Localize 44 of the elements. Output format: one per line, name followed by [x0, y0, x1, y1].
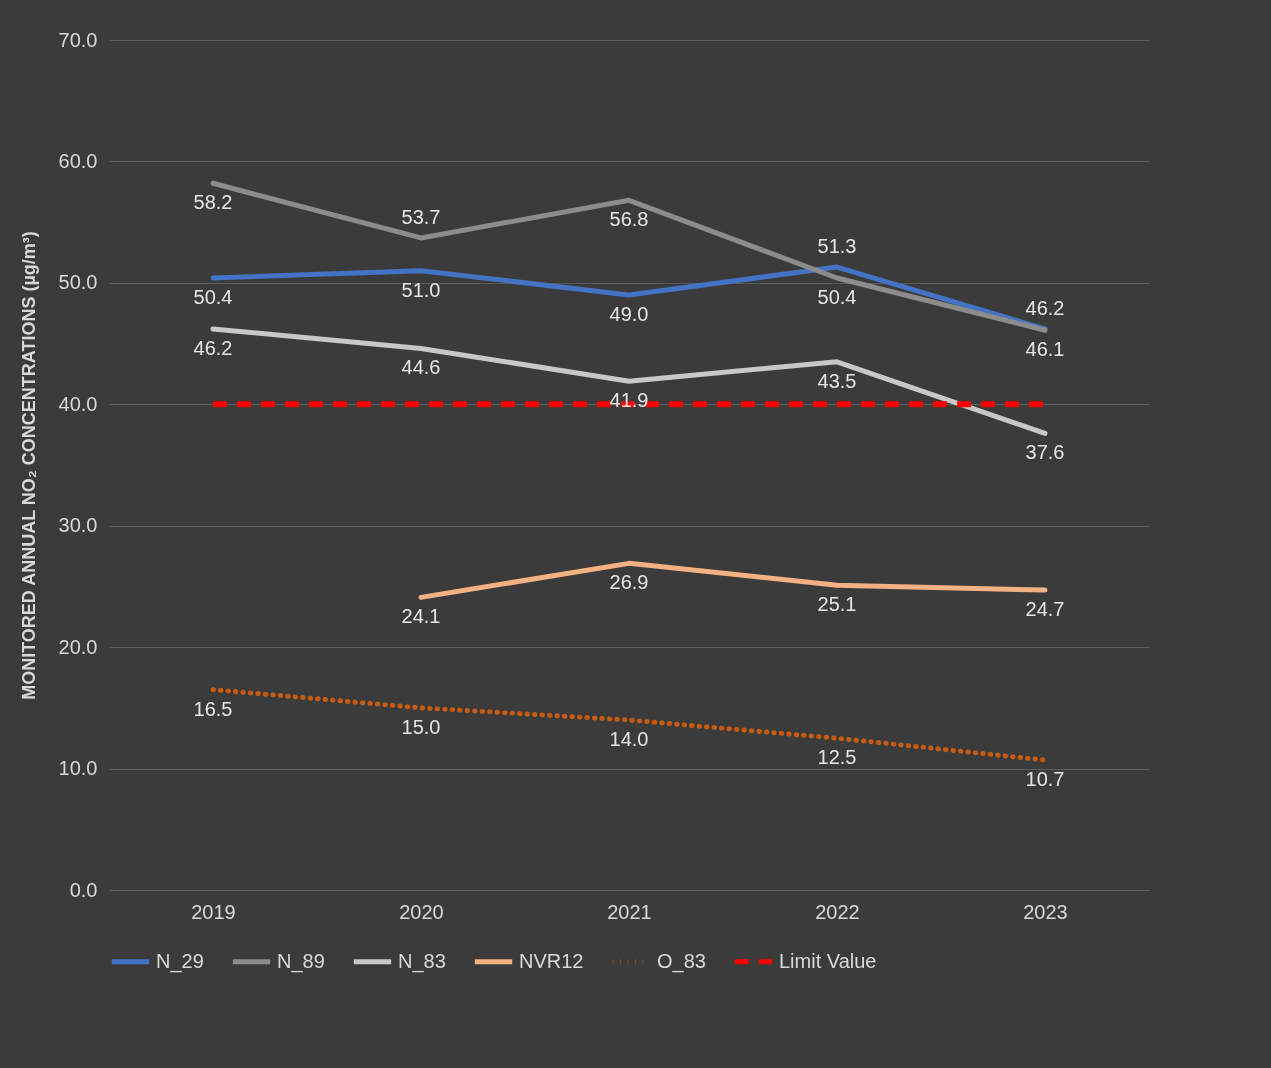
- data-label: 41.9: [609, 389, 649, 412]
- data-label: 46.2: [1025, 297, 1065, 319]
- data-label: 46.1: [1025, 338, 1065, 361]
- y-tick-label: 70.0: [58, 28, 98, 51]
- data-label: 10.7: [1025, 768, 1065, 791]
- y-tick-label: 20.0: [58, 635, 98, 658]
- data-label: 53.7: [401, 205, 441, 228]
- x-tick-label: 2021: [607, 900, 652, 923]
- legend-label: Limit Value: [779, 949, 877, 972]
- data-label: 58.2: [193, 191, 233, 214]
- data-label: 37.6: [1025, 441, 1065, 464]
- data-label: 12.5: [817, 746, 857, 769]
- data-label: 51.0: [401, 278, 441, 301]
- data-label: 56.8: [609, 208, 649, 231]
- data-label: 24.7: [1025, 598, 1065, 621]
- legend-label: N_83: [398, 949, 446, 973]
- legend-label: N_29: [156, 949, 204, 973]
- y-axis-title: MONITORED ANNUAL NO₂ CONCENTRATIONS (µg/m³): [18, 231, 39, 700]
- y-tick-label: 0.0: [69, 878, 98, 901]
- x-tick-label: 2020: [399, 900, 444, 923]
- data-label: 15.0: [401, 715, 441, 738]
- y-tick-label: 30.0: [58, 514, 98, 537]
- data-label: 24.1: [401, 605, 441, 628]
- data-label: 25.1: [817, 593, 857, 616]
- legend-label: NVR12: [519, 949, 584, 972]
- data-label: 49.0: [609, 303, 649, 325]
- data-label: 50.4: [817, 286, 857, 308]
- data-label: 46.2: [193, 337, 233, 359]
- data-label: 43.5: [817, 369, 857, 392]
- data-label: 51.3: [817, 235, 857, 258]
- y-tick-label: 40.0: [58, 392, 98, 415]
- data-label: 44.6: [401, 356, 441, 379]
- y-tick-label: 50.0: [58, 271, 98, 294]
- data-label: 26.9: [609, 571, 649, 594]
- y-tick-label: 60.0: [58, 149, 98, 172]
- legend-label: O_83: [657, 949, 706, 973]
- data-label: 16.5: [193, 697, 233, 720]
- legend-label: N_89: [277, 949, 325, 973]
- x-tick-label: 2023: [1023, 900, 1068, 923]
- data-label: 14.0: [609, 728, 649, 750]
- x-tick-label: 2019: [191, 900, 236, 923]
- y-tick-label: 10.0: [58, 757, 98, 780]
- data-label: 50.4: [193, 286, 233, 308]
- x-tick-label: 2022: [815, 900, 860, 923]
